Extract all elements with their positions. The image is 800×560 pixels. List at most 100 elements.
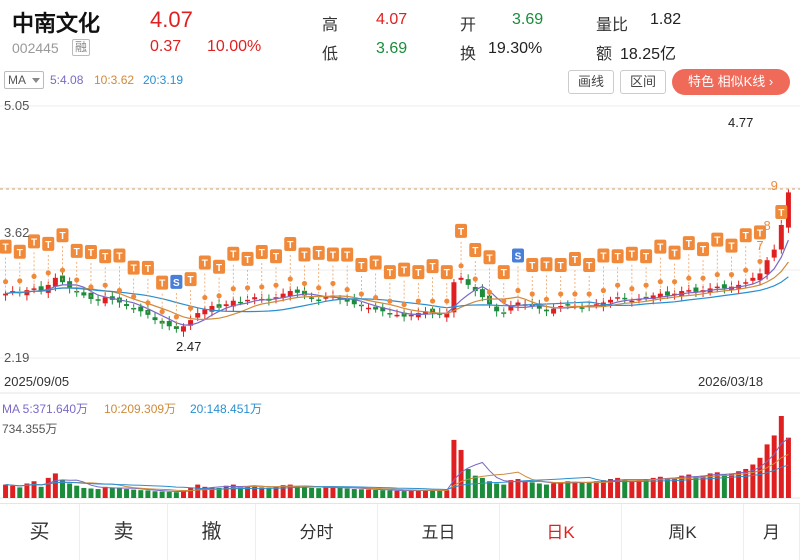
candle	[643, 296, 649, 299]
tab-five-day[interactable]: 五日	[378, 504, 500, 560]
open-value: 3.69	[512, 11, 544, 28]
marker-dot	[671, 279, 678, 285]
volume-bar	[180, 490, 186, 498]
volume-bar	[245, 486, 251, 498]
t-marker-bg	[640, 249, 653, 264]
candle	[608, 299, 614, 303]
t-marker-bg	[440, 265, 453, 280]
t-marker-bg	[412, 265, 425, 280]
interval-button[interactable]: 区间	[620, 70, 666, 94]
t-marker: T	[387, 268, 393, 279]
volume-bar	[373, 489, 379, 498]
marker-dot	[273, 282, 279, 288]
volume-bar	[579, 482, 585, 498]
number-marker: 8	[763, 218, 770, 233]
t-marker: T	[401, 266, 407, 277]
candle	[778, 224, 784, 250]
open-label: 开	[460, 17, 477, 34]
low-label: 低	[322, 46, 339, 63]
quote-header: 中南文化 002445 融 4.07 0.37 10.00% 高 4.07 低 …	[0, 0, 800, 66]
marker-dot	[358, 291, 365, 297]
tab-sell[interactable]: 卖	[80, 504, 168, 560]
candle	[166, 321, 172, 327]
t-marker: T	[373, 259, 379, 270]
price-change-percent: 10.00%	[207, 38, 262, 55]
candle	[223, 304, 229, 307]
candles	[3, 189, 791, 337]
volume-bar	[572, 482, 578, 498]
volume-bar	[700, 475, 706, 498]
candle	[81, 292, 87, 296]
volume-bar	[444, 490, 450, 498]
t-marker: T	[700, 245, 706, 256]
t-marker: T	[543, 260, 549, 271]
t-marker-bg	[42, 236, 55, 251]
t-marker: T	[458, 227, 464, 238]
volume-bar	[17, 487, 23, 498]
draw-line-button[interactable]: 画线	[568, 70, 614, 94]
tab-intraday[interactable]: 分时	[256, 504, 378, 560]
similar-kline-button[interactable]: 特色 相似K线 ›	[672, 69, 790, 95]
t-marker: T	[316, 249, 322, 260]
price-axis-top: 5.05	[4, 98, 30, 113]
tab-daily-k[interactable]: 日K	[500, 504, 622, 560]
t-marker-bg	[398, 262, 411, 277]
marker-dot	[259, 284, 265, 290]
t-marker: T	[444, 268, 450, 279]
candle	[785, 192, 791, 228]
amount-value: 18.25亿	[620, 46, 677, 63]
ma10-line	[5, 261, 789, 321]
t-marker-bg	[113, 248, 126, 263]
indicator-dropdown[interactable]: MA	[4, 71, 44, 89]
t-marker: T	[672, 249, 678, 260]
candle	[344, 299, 350, 302]
candle	[714, 286, 720, 289]
marker-dot	[629, 286, 635, 292]
volume-ma10: 10:209.309万	[104, 402, 177, 416]
candle	[337, 298, 343, 300]
candle	[373, 306, 379, 310]
t-marker: T	[131, 264, 137, 275]
volume-bar	[437, 490, 443, 498]
candle	[209, 306, 215, 312]
tab-buy[interactable]: 买	[0, 504, 80, 560]
marker-dot	[529, 291, 535, 297]
volume-bar	[721, 474, 727, 498]
price-change: 0.37	[150, 38, 182, 55]
volume-bar	[88, 488, 94, 498]
volume-bar	[60, 480, 65, 498]
volume-bar	[309, 487, 315, 498]
volume-bar	[230, 484, 236, 498]
t-marker: T	[486, 253, 492, 264]
marker-dot	[230, 286, 236, 292]
candle	[451, 282, 457, 313]
tab-weekly-k[interactable]: 周K	[622, 504, 744, 560]
tab-cancel[interactable]: 撤	[168, 504, 256, 560]
marker-dot	[657, 279, 663, 285]
candle	[650, 295, 656, 300]
volume-bar	[301, 487, 307, 498]
marker-dot	[486, 289, 493, 295]
volume-bar	[173, 492, 179, 498]
t-marker: T	[686, 239, 692, 250]
volume-bar	[593, 481, 599, 498]
t-marker: T	[102, 252, 108, 263]
volume-bar	[202, 486, 208, 498]
volume-bar	[629, 481, 635, 498]
tab-monthly-k[interactable]: 月	[744, 504, 800, 560]
s-marker-bg	[511, 248, 524, 263]
t-marker: T	[287, 240, 293, 251]
volume-bar	[422, 489, 428, 498]
ma10-value: 10:3.62	[94, 73, 135, 87]
volume-bar	[273, 486, 279, 498]
marker-dot	[558, 291, 564, 297]
t-marker: T	[714, 236, 720, 247]
t-marker: T	[529, 261, 535, 272]
t-marker: T	[757, 228, 763, 239]
marker-dot	[287, 276, 293, 282]
candle	[558, 306, 564, 308]
volume-bar	[785, 437, 791, 498]
volume-bar	[487, 481, 493, 498]
candle	[622, 297, 628, 300]
